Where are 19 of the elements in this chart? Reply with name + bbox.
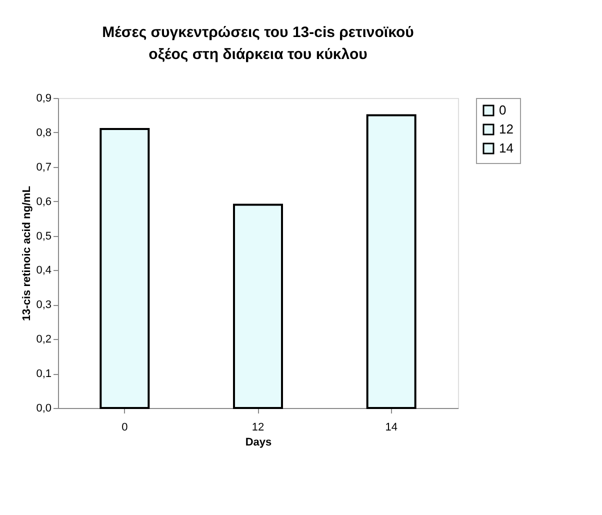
legend-label: 0 — [499, 102, 506, 118]
x-tick-label: 0 — [122, 422, 128, 434]
x-axis-title: Days — [245, 436, 272, 448]
x-tick-label: 14 — [385, 422, 398, 434]
legend-label: 14 — [499, 140, 514, 156]
chart-title: Μέσες συγκεντρώσεις του 13-cis ρετινοϊκού οξέος στη διάρκεια του κύκλου — [102, 24, 414, 63]
y-tick-label: 0,3 — [36, 299, 52, 312]
y-tick-label: 0,4 — [36, 264, 52, 277]
y-tick-label: 0,1 — [36, 368, 52, 380]
y-tick-label: 0,6 — [36, 196, 52, 208]
y-tick-label: 0,7 — [36, 161, 52, 174]
y-tick-label: 0,9 — [36, 92, 52, 104]
x-tick-label: 12 — [252, 422, 264, 434]
y-axis-title: 13-cis retinoic acid ng/mL — [21, 186, 34, 322]
legend-label: 12 — [499, 122, 514, 136]
y-tick-label: 0,8 — [36, 126, 52, 139]
y-tick-label: 0,5 — [36, 230, 52, 242]
y-tick-label: 0,2 — [36, 334, 52, 346]
y-tick-label: 0,0 — [36, 402, 52, 414]
